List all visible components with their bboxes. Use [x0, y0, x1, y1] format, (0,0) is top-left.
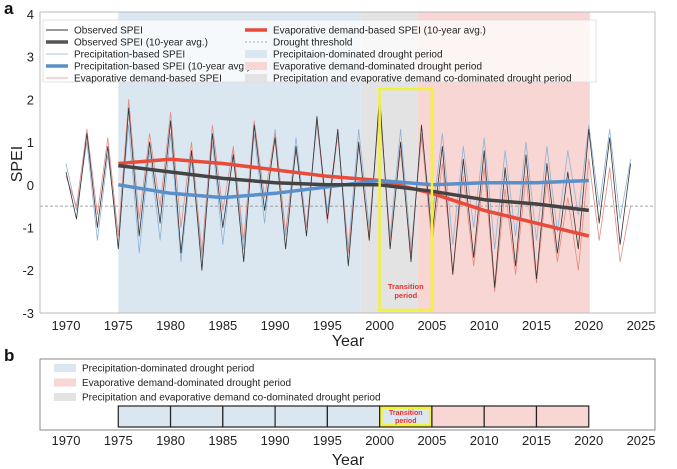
timeline-segment-precipitation [222, 405, 276, 428]
timeline-segment-evaporative [483, 405, 538, 428]
legend-label: Precipitation and evaporative demand co-… [273, 74, 572, 85]
legend-label: Evaporative demand-based SPEI (10-year a… [273, 26, 486, 37]
legend-label: Drought threshold [273, 38, 353, 49]
y-tick-label: 3 [27, 50, 34, 65]
x-tick-label: 2005 [417, 433, 446, 448]
legend-box [42, 19, 597, 83]
plot-frame [39, 11, 656, 314]
panel-b: Precipitation-dominated drought period Ev… [39, 358, 656, 448]
timeline-segment-precipitation [169, 405, 224, 428]
x-tick-label: 2020 [574, 318, 603, 333]
legend-label: Precipitation and evaporative demand co-… [82, 393, 381, 404]
legend-label: Observed SPEI (10-year avg.) [74, 38, 208, 49]
transition-label: period [395, 418, 416, 425]
x-tick-label: 2000 [365, 433, 394, 448]
transition-label: Transition [389, 410, 422, 417]
transition-inner [382, 409, 429, 424]
x-tick-label: 1990 [261, 318, 290, 333]
legend-label: Precipitation-based SPEI [74, 50, 185, 61]
x-tick-label: 2015 [522, 433, 551, 448]
legend-label: Precipitation-based SPEI (10-year avg.) [74, 62, 250, 73]
series-observed-spei [65, 94, 631, 288]
timeline-segment-precipitation [274, 405, 328, 428]
x-tick-label: 2025 [627, 433, 656, 448]
x-tick-label: 1970 [52, 433, 81, 448]
y-tick-label: -2 [22, 263, 34, 278]
x-tick-label: 2010 [470, 433, 499, 448]
panel-a-label: a [4, 0, 14, 18]
panel-a-ylabel: SPEI [9, 146, 26, 182]
x-tick-label: 1980 [156, 433, 185, 448]
legend-swatch [245, 74, 267, 82]
panel-b-xlabel: Year [332, 452, 365, 469]
y-tick-label: -1 [22, 221, 34, 236]
legend-swatch [54, 364, 76, 372]
legend-swatch [54, 378, 76, 387]
y-tick-label: 0 [27, 178, 34, 193]
timeline-segment-evaporative [431, 405, 485, 428]
panel-b-label: b [4, 346, 14, 365]
timeline-segment-precipitation [117, 405, 172, 428]
x-tick-label: 2010 [470, 318, 499, 333]
legend-label: Evaporative demand-dominated drought per… [82, 378, 291, 389]
x-tick-label: 1995 [313, 433, 342, 448]
legend-label: Evaporative demand-dominated drought per… [273, 62, 482, 73]
transition-label: period [394, 291, 417, 300]
x-tick-label: 2020 [574, 433, 603, 448]
panel-a-xlabel: Year [332, 333, 365, 350]
series-evaporative-demand-based-spei-10-year-avg- [118, 157, 590, 238]
x-tick-label: 1995 [313, 318, 342, 333]
legend-label: Evaporative demand-based SPEI [74, 74, 222, 85]
x-tick-label: 1975 [104, 433, 133, 448]
transition-label: Transition [388, 282, 424, 291]
x-tick-label: 1980 [156, 318, 185, 333]
x-tick-label: 2005 [417, 318, 446, 333]
y-tick-label: 2 [27, 92, 34, 107]
series-evaporative-demand-based-spei [65, 99, 631, 293]
x-tick-label: 1985 [208, 318, 237, 333]
legend-swatch [245, 62, 267, 70]
y-tick-label: 4 [27, 7, 34, 22]
legend-swatch [54, 393, 76, 401]
x-tick-label: 2025 [627, 318, 656, 333]
timeline-segment-precipitation [326, 405, 381, 428]
x-tick-label: 1970 [52, 318, 81, 333]
legend-label: Observed SPEI [74, 26, 143, 37]
y-tick-label: 1 [27, 135, 34, 150]
x-tick-label: 1975 [104, 318, 133, 333]
legend-swatch [245, 50, 267, 58]
x-tick-label: 1990 [261, 433, 290, 448]
series-observed-spei-10-year-avg- [118, 163, 590, 213]
transition-box [378, 87, 434, 312]
y-tick-label: -3 [22, 306, 34, 321]
legend-label: Precipitation-dominated drought period [82, 364, 254, 375]
timeline-segment-evaporative [535, 405, 590, 428]
x-tick-label: 1985 [208, 433, 237, 448]
x-tick-label: 2000 [365, 318, 394, 333]
x-tick-label: 2015 [522, 318, 551, 333]
legend-label: Precipitaion-dominated drought period [273, 50, 443, 61]
